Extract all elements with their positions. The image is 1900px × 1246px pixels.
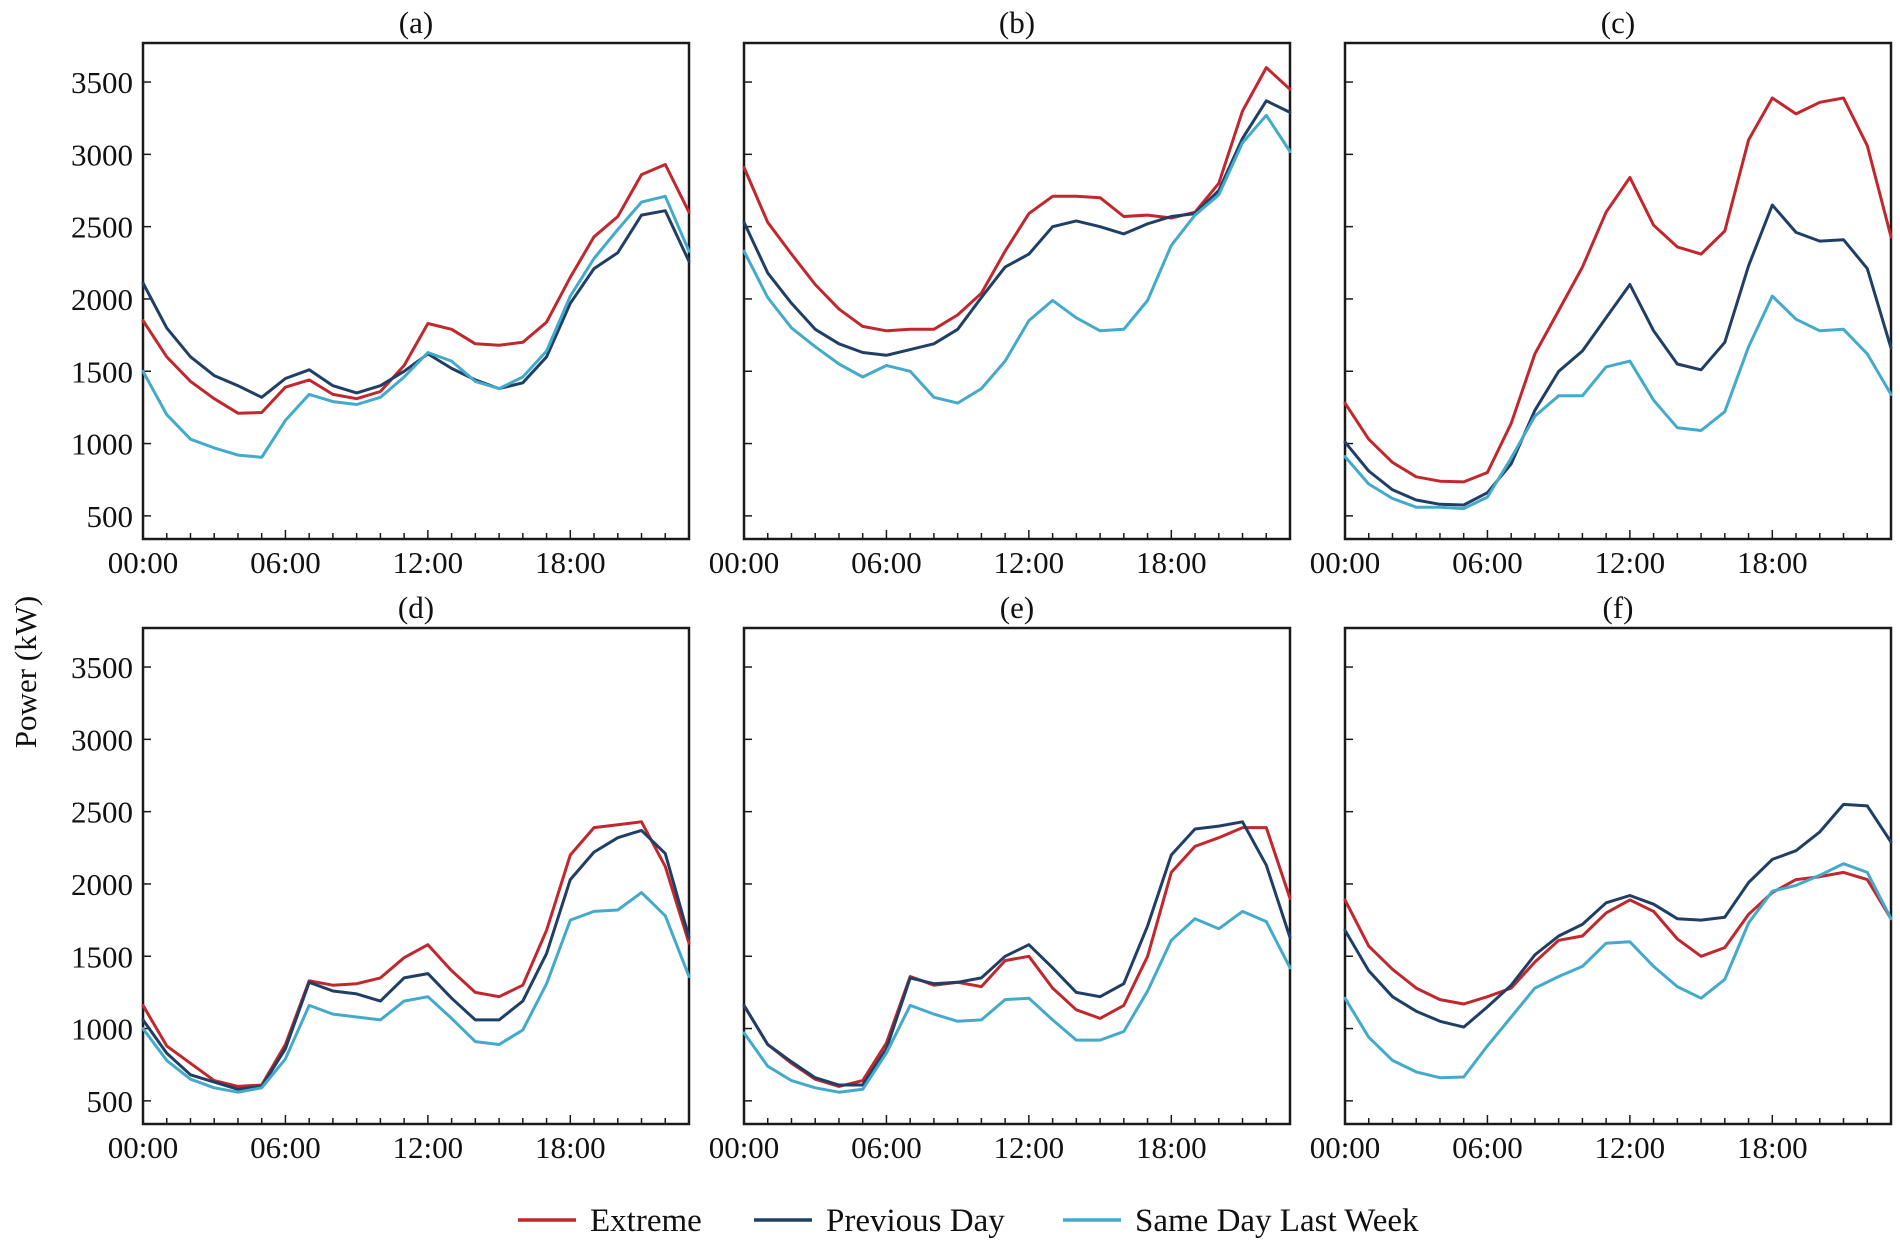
panel-b: (b) 00:00 06:00 12:00 18:00 (709, 5, 1292, 580)
panel-title: (e) (1000, 590, 1034, 625)
x-tick-label: 12:00 (393, 1130, 464, 1165)
plot-frame (742, 626, 1292, 1126)
y-tick-label: 500 (87, 499, 134, 534)
y-tick-label: 3500 (71, 65, 133, 100)
y-tick-label: 2000 (71, 282, 133, 317)
x-tick-label: 18:00 (1737, 545, 1808, 580)
panel-title: (c) (1601, 5, 1635, 40)
panel-a: (a) 500 1000 1500 2000 2500 3000 3500 00:00 06:00… (71, 5, 691, 580)
legend-label: Previous Day (826, 1203, 1005, 1239)
x-tick-label: 00:00 (1310, 545, 1381, 580)
series-line-extreme (742, 66, 1292, 333)
legend-label: Extreme (590, 1203, 702, 1239)
panel-title: (a) (399, 5, 433, 40)
x-tick-label: 18:00 (1136, 1130, 1207, 1165)
plot-frame (1343, 41, 1893, 541)
y-tick-label: 1000 (71, 427, 133, 462)
series-line-extreme (141, 163, 691, 415)
y-axis-label: Power (kW) (8, 596, 43, 748)
series-line-same-day-last-week (1343, 294, 1893, 511)
x-tick-label: 12:00 (1595, 545, 1666, 580)
panel-e: (e) 00:00 06:00 12:00 18:00 (709, 590, 1292, 1165)
series-line-previous-day (141, 828, 691, 1091)
series-line-same-day-last-week (742, 909, 1292, 1094)
x-tick-label: 00:00 (108, 545, 179, 580)
panel-title: (f) (1603, 590, 1634, 625)
series-line-previous-day (1343, 802, 1893, 1029)
panel-c: (c) 00:00 06:00 12:00 18:00 (1310, 5, 1893, 580)
x-tick-label: 18:00 (1737, 1130, 1808, 1165)
x-tick-label: 12:00 (994, 1130, 1065, 1165)
series-line-previous-day (141, 209, 691, 399)
x-tick-label: 00:00 (1310, 1130, 1381, 1165)
y-tick-label: 3000 (71, 137, 133, 172)
legend-item-previous-day: Previous Day (754, 1203, 1005, 1239)
series-line-same-day-last-week (742, 113, 1292, 405)
plot-frame (141, 626, 691, 1126)
panel-d: (d) 500 1000 1500 2000 2500 3000 3500 00:00 06:00… (71, 590, 691, 1165)
x-tick-label: 00:00 (709, 1130, 780, 1165)
plot-frame (742, 41, 1292, 541)
x-tick-label: 00:00 (108, 1130, 179, 1165)
x-tick-label: 06:00 (1452, 545, 1523, 580)
y-tick-label: 2500 (71, 795, 133, 830)
y-tick-label: 1500 (71, 939, 133, 974)
legend-item-extreme: Extreme (518, 1203, 702, 1239)
x-tick-label: 00:00 (709, 545, 780, 580)
y-tick-label: 1000 (71, 1012, 133, 1047)
x-tick-label: 06:00 (1452, 1130, 1523, 1165)
chart-panels: (a) 500 1000 1500 2000 2500 3000 3500 00:00 06:00… (71, 5, 1893, 1165)
panel-title: (b) (999, 5, 1035, 40)
x-tick-label: 06:00 (250, 545, 321, 580)
x-tick-label: 06:00 (250, 1130, 321, 1165)
series-line-extreme (742, 826, 1292, 1088)
x-tick-label: 18:00 (535, 545, 606, 580)
series-line-extreme (1343, 96, 1893, 484)
y-tick-label: 1500 (71, 354, 133, 389)
x-tick-label: 06:00 (851, 1130, 922, 1165)
y-tick-label: 500 (87, 1084, 134, 1119)
series-line-previous-day (1343, 203, 1893, 507)
legend-item-same-day-last-week: Same Day Last Week (1063, 1203, 1419, 1239)
x-tick-label: 06:00 (851, 545, 922, 580)
legend: Extreme Previous Day Same Day Last Week (518, 1203, 1419, 1239)
series-line-previous-day (742, 99, 1292, 357)
panel-title: (d) (398, 590, 434, 625)
series-line-same-day-last-week (1343, 862, 1893, 1080)
series-line-extreme (141, 820, 691, 1088)
legend-label: Same Day Last Week (1135, 1203, 1419, 1239)
x-tick-label: 12:00 (393, 545, 464, 580)
x-tick-label: 12:00 (994, 545, 1065, 580)
series-line-same-day-last-week (141, 891, 691, 1094)
series-line-extreme (1343, 870, 1893, 1006)
y-tick-label: 3000 (71, 722, 133, 757)
y-tick-label: 3500 (71, 650, 133, 685)
series-line-previous-day (742, 820, 1292, 1087)
plot-frame (141, 41, 691, 541)
y-tick-label: 2000 (71, 867, 133, 902)
panel-f: (f) 00:00 06:00 12:00 18:00 (1310, 590, 1893, 1165)
x-tick-label: 18:00 (535, 1130, 606, 1165)
plot-frame (1343, 626, 1893, 1126)
series-line-same-day-last-week (141, 194, 691, 459)
y-tick-label: 2500 (71, 210, 133, 245)
x-tick-label: 12:00 (1595, 1130, 1666, 1165)
x-tick-label: 18:00 (1136, 545, 1207, 580)
